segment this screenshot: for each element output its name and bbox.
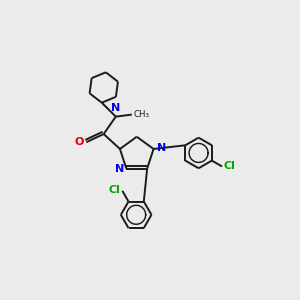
Text: N: N: [115, 164, 124, 174]
Text: N: N: [157, 143, 166, 153]
Text: O: O: [75, 137, 84, 147]
Text: Cl: Cl: [224, 161, 236, 172]
Text: N: N: [111, 103, 121, 113]
Text: Cl: Cl: [109, 184, 121, 195]
Text: CH₃: CH₃: [133, 110, 149, 118]
